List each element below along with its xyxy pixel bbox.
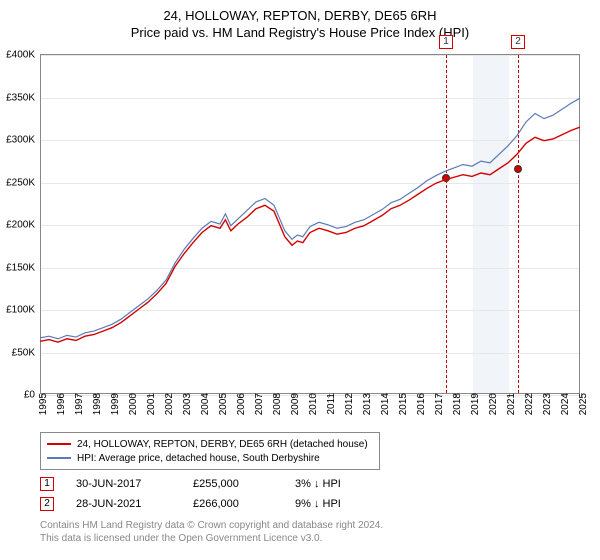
transaction-row: 1 30-JUN-2017 £255,000 3% ↓ HPI bbox=[40, 474, 580, 494]
x-axis-label: 2021 bbox=[506, 393, 517, 415]
x-axis-label: 2017 bbox=[434, 393, 445, 415]
x-axis-label: 2005 bbox=[218, 393, 229, 415]
transaction-diff: 9% ↓ HPI bbox=[295, 498, 341, 510]
y-axis-label: £350K bbox=[6, 92, 35, 103]
legend-swatch bbox=[47, 443, 71, 445]
legend-label: 24, HOLLOWAY, REPTON, DERBY, DE65 6RH (d… bbox=[77, 439, 368, 450]
y-axis-label: £200K bbox=[6, 220, 35, 231]
legend: 24, HOLLOWAY, REPTON, DERBY, DE65 6RH (d… bbox=[40, 432, 380, 470]
transaction-marker: 2 bbox=[40, 497, 54, 511]
x-axis-label: 2025 bbox=[578, 393, 589, 415]
x-axis-label: 2022 bbox=[524, 393, 535, 415]
disclaimer-line: This data is licensed under the Open Gov… bbox=[40, 533, 580, 546]
x-axis-label: 2023 bbox=[542, 393, 553, 415]
x-axis-label: 2013 bbox=[362, 393, 373, 415]
transaction-price: £266,000 bbox=[193, 498, 273, 510]
legend-item: 24, HOLLOWAY, REPTON, DERBY, DE65 6RH (d… bbox=[47, 437, 373, 451]
y-axis-label: £50K bbox=[12, 347, 35, 358]
legend-label: HPI: Average price, detached house, Sout… bbox=[77, 453, 320, 464]
x-axis-label: 2004 bbox=[200, 393, 211, 415]
transaction-diff: 3% ↓ HPI bbox=[295, 478, 341, 490]
x-axis-label: 2008 bbox=[272, 393, 283, 415]
y-axis-label: £300K bbox=[6, 135, 35, 146]
x-axis-label: 2002 bbox=[164, 393, 175, 415]
marker-label-box: 2 bbox=[511, 35, 525, 49]
y-axis-label: £150K bbox=[6, 262, 35, 273]
transaction-date: 28-JUN-2021 bbox=[76, 498, 171, 510]
series-line bbox=[40, 127, 580, 342]
transaction-list: 1 30-JUN-2017 £255,000 3% ↓ HPI 2 28-JUN-2021… bbox=[40, 474, 580, 514]
x-axis-label: 2020 bbox=[488, 393, 499, 415]
x-axis-label: 2001 bbox=[146, 393, 157, 415]
disclaimer: Contains HM Land Registry data © Crown c… bbox=[40, 520, 580, 545]
x-axis-label: 1995 bbox=[38, 393, 49, 415]
x-axis-label: 2007 bbox=[254, 393, 265, 415]
x-axis-label: 2012 bbox=[344, 393, 355, 415]
x-axis-label: 2016 bbox=[416, 393, 427, 415]
y-axis-label: £100K bbox=[6, 305, 35, 316]
x-axis-label: 2010 bbox=[308, 393, 319, 415]
x-axis-label: 2024 bbox=[560, 393, 571, 415]
x-axis-label: 2003 bbox=[182, 393, 193, 415]
legend-swatch bbox=[47, 457, 71, 459]
transaction-price: £255,000 bbox=[193, 478, 273, 490]
x-axis-label: 2018 bbox=[452, 393, 463, 415]
x-axis-label: 2000 bbox=[128, 393, 139, 415]
x-axis-label: 1998 bbox=[92, 393, 103, 415]
y-axis-label: £250K bbox=[6, 177, 35, 188]
x-axis-label: 2011 bbox=[326, 393, 337, 415]
plot-area: £0£50K£100K£150K£200K£250K£300K£350K£400… bbox=[40, 54, 580, 394]
x-axis-label: 2009 bbox=[290, 393, 301, 415]
chart-container: 24, HOLLOWAY, REPTON, DERBY, DE65 6RH Pr… bbox=[0, 0, 600, 560]
chart-title-address: 24, HOLLOWAY, REPTON, DERBY, DE65 6RH bbox=[0, 8, 600, 23]
x-axis-label: 1997 bbox=[74, 393, 85, 415]
x-axis-label: 2015 bbox=[398, 393, 409, 415]
title-block: 24, HOLLOWAY, REPTON, DERBY, DE65 6RH Pr… bbox=[0, 0, 600, 40]
transaction-row: 2 28-JUN-2021 £266,000 9% ↓ HPI bbox=[40, 494, 580, 514]
x-axis-label: 2019 bbox=[470, 393, 481, 415]
chart-subtitle: Price paid vs. HM Land Registry's House … bbox=[0, 25, 600, 40]
x-axis-label: 2006 bbox=[236, 393, 247, 415]
transaction-marker: 1 bbox=[40, 477, 54, 491]
marker-label-box: 1 bbox=[439, 35, 453, 49]
y-axis-label: £400K bbox=[6, 50, 35, 61]
x-axis-label: 2014 bbox=[380, 393, 391, 415]
series-line bbox=[40, 98, 580, 339]
line-series-svg bbox=[40, 54, 580, 394]
x-axis-label: 1999 bbox=[110, 393, 121, 415]
disclaimer-line: Contains HM Land Registry data © Crown c… bbox=[40, 520, 580, 533]
legend-item: HPI: Average price, detached house, Sout… bbox=[47, 451, 373, 465]
x-axis-label: 1996 bbox=[56, 393, 67, 415]
y-axis-label: £0 bbox=[24, 390, 35, 401]
transaction-date: 30-JUN-2017 bbox=[76, 478, 171, 490]
